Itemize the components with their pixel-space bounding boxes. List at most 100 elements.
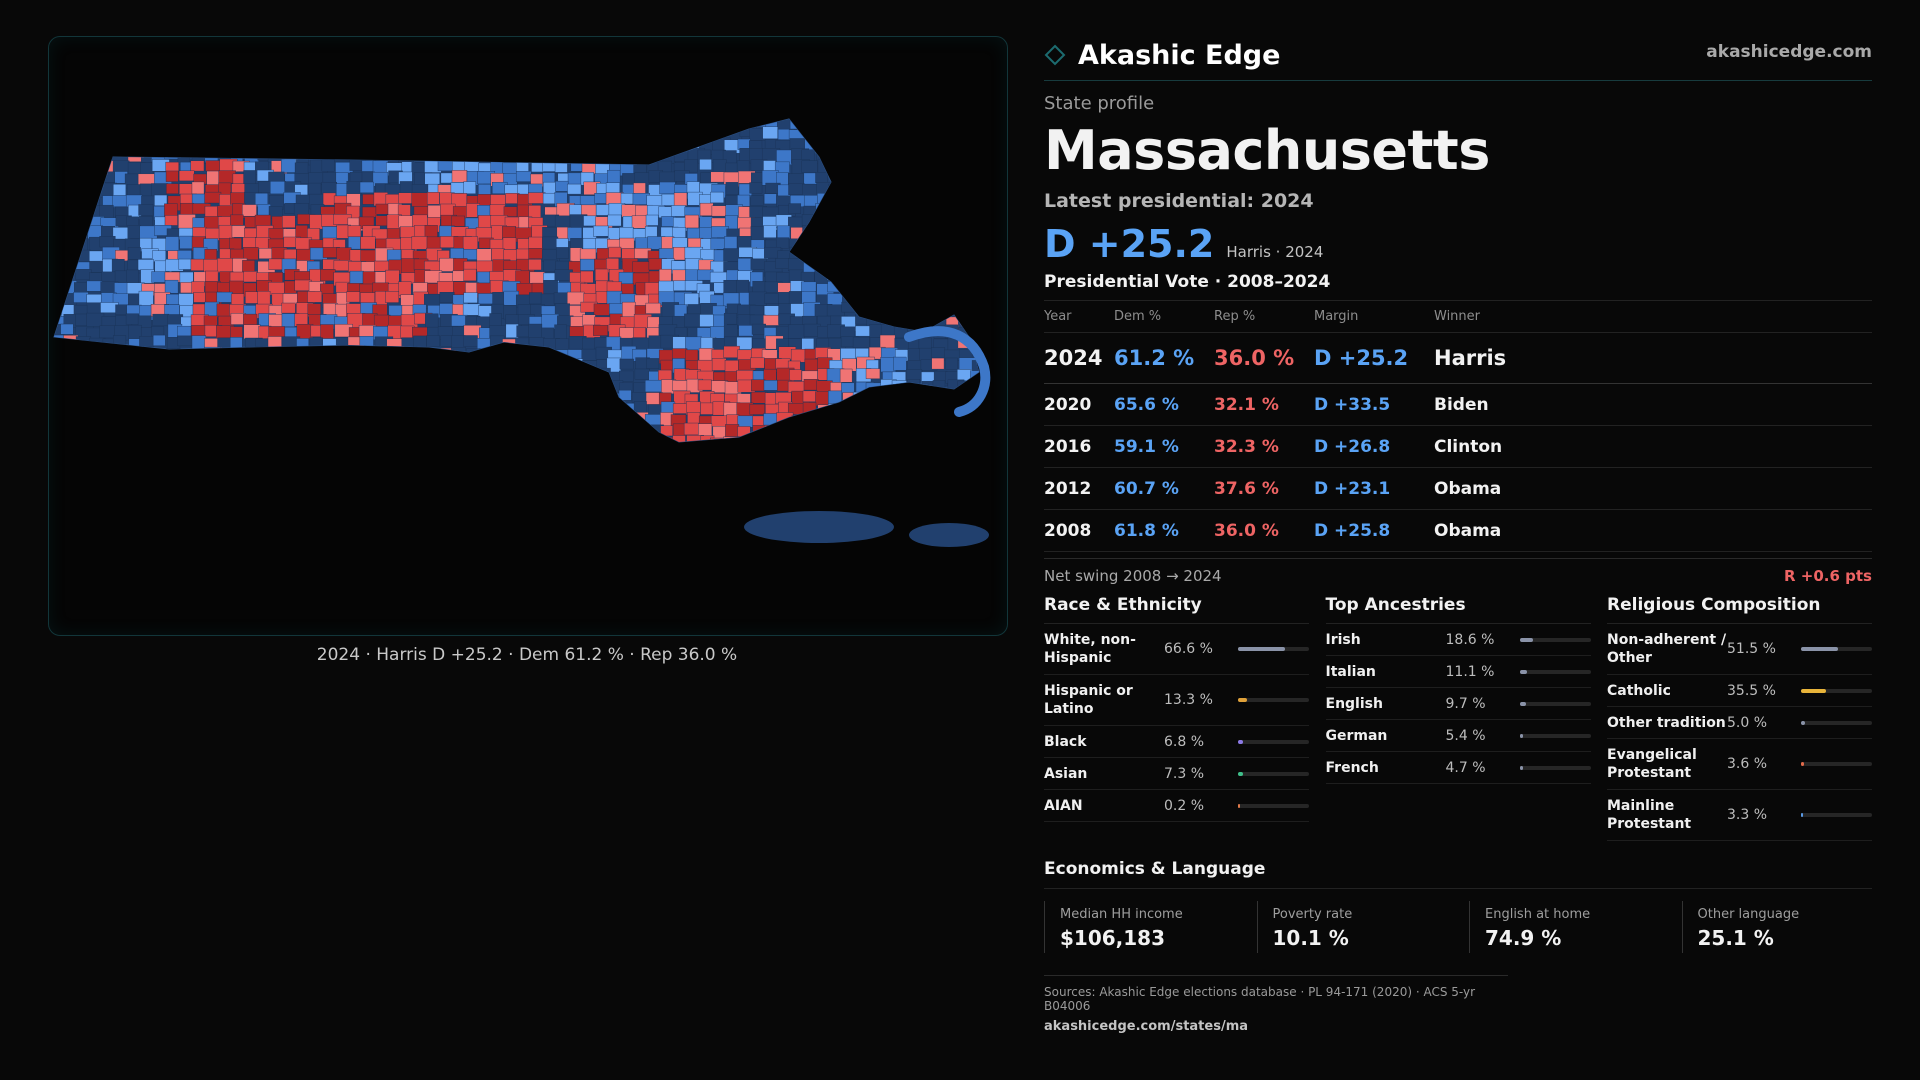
precinct-cell[interactable]: [141, 447, 159, 459]
precinct-cell[interactable]: [438, 402, 452, 417]
precinct-cell[interactable]: [920, 400, 938, 416]
precinct-cell[interactable]: [75, 393, 91, 406]
precinct-cell[interactable]: [595, 402, 613, 415]
precinct-cell[interactable]: [972, 182, 987, 197]
precinct-cell[interactable]: [309, 119, 324, 129]
precinct-cell[interactable]: [126, 356, 145, 370]
precinct-cell[interactable]: [179, 129, 194, 142]
precinct-cell[interactable]: [868, 415, 881, 426]
precinct-cell[interactable]: [686, 181, 700, 194]
precinct-cell[interactable]: [541, 404, 556, 417]
precinct-cell[interactable]: [568, 391, 587, 404]
precinct-cell[interactable]: [347, 346, 363, 358]
precinct-cell[interactable]: [987, 214, 1005, 227]
precinct-cell[interactable]: [710, 437, 725, 450]
precinct-cell[interactable]: [986, 438, 998, 448]
precinct-cell[interactable]: [556, 448, 571, 462]
precinct-cell[interactable]: [282, 117, 298, 128]
precinct-cell[interactable]: [905, 270, 922, 283]
precinct-cell[interactable]: [855, 425, 870, 440]
precinct-cell[interactable]: [206, 138, 224, 152]
precinct-cell[interactable]: [362, 381, 378, 395]
precinct-cell[interactable]: [127, 247, 141, 260]
precinct-cell[interactable]: [451, 170, 468, 183]
precinct-cell[interactable]: [752, 281, 767, 293]
precinct-cell[interactable]: [581, 437, 598, 449]
precinct-cell[interactable]: [920, 261, 935, 274]
precinct-cell[interactable]: [583, 426, 598, 441]
precinct-cell[interactable]: [906, 445, 921, 459]
precinct-cell[interactable]: [86, 360, 103, 376]
precinct-cell[interactable]: [933, 236, 952, 248]
precinct-cell[interactable]: [579, 248, 597, 261]
precinct-cell[interactable]: [385, 127, 404, 143]
precinct-cell[interactable]: [852, 237, 867, 252]
precinct-cell[interactable]: [606, 290, 623, 305]
precinct-cell[interactable]: [907, 171, 924, 183]
precinct-cell[interactable]: [426, 236, 441, 250]
precinct-cell[interactable]: [426, 192, 440, 205]
precinct-cell[interactable]: [996, 116, 1007, 127]
precinct-cell[interactable]: [282, 424, 295, 439]
precinct-cell[interactable]: [658, 129, 675, 140]
precinct-cell[interactable]: [593, 412, 609, 428]
precinct-cell[interactable]: [906, 117, 923, 132]
precinct-cell[interactable]: [413, 380, 427, 395]
precinct-cell[interactable]: [960, 160, 974, 177]
precinct-cell[interactable]: [439, 445, 451, 457]
precinct-cell[interactable]: [944, 150, 959, 165]
precinct-cell[interactable]: [439, 128, 456, 140]
precinct-cell[interactable]: [999, 182, 1007, 194]
precinct-cell[interactable]: [738, 325, 754, 337]
precinct-cell[interactable]: [969, 314, 987, 327]
precinct-cell[interactable]: [894, 259, 910, 274]
precinct-cell[interactable]: [75, 269, 92, 281]
precinct-cell[interactable]: [152, 313, 170, 327]
precinct-cell[interactable]: [971, 238, 987, 250]
precinct-cell[interactable]: [244, 401, 259, 414]
precinct-cell[interactable]: [944, 260, 961, 274]
precinct-cell[interactable]: [243, 324, 261, 340]
precinct-cell[interactable]: [971, 162, 984, 174]
precinct-cell[interactable]: [49, 358, 64, 371]
precinct-cell[interactable]: [451, 347, 466, 361]
precinct-cell[interactable]: [255, 346, 269, 362]
precinct-cell[interactable]: [700, 402, 714, 415]
precinct-cell[interactable]: [114, 128, 129, 143]
precinct-cell[interactable]: [920, 282, 935, 294]
precinct-cell[interactable]: [762, 126, 778, 140]
precinct-cell[interactable]: [778, 425, 795, 438]
precinct-cell[interactable]: [138, 433, 156, 446]
precinct-cell[interactable]: [267, 147, 283, 163]
precinct-cell[interactable]: [99, 371, 118, 383]
precinct-cell[interactable]: [230, 214, 244, 226]
precinct-cell[interactable]: [930, 392, 946, 409]
precinct-cell[interactable]: [140, 401, 154, 416]
precinct-cell[interactable]: [906, 127, 925, 142]
precinct-cell[interactable]: [594, 193, 608, 204]
precinct-cell[interactable]: [905, 206, 920, 220]
brand-url-link[interactable]: akashicedge.com: [1706, 42, 1872, 62]
precinct-cell[interactable]: [436, 359, 453, 371]
precinct-cell[interactable]: [620, 283, 634, 295]
precinct-cell[interactable]: [101, 436, 120, 451]
precinct-cell[interactable]: [152, 357, 170, 373]
precinct-cell[interactable]: [257, 415, 276, 431]
precinct-cell[interactable]: [139, 116, 154, 131]
precinct-cell[interactable]: [569, 401, 582, 414]
precinct-cell[interactable]: [826, 269, 843, 281]
precinct-cell[interactable]: [581, 161, 598, 175]
precinct-cell[interactable]: [529, 292, 543, 305]
precinct-cell[interactable]: [324, 449, 338, 463]
precinct-cell[interactable]: [426, 126, 444, 142]
precinct-cell[interactable]: [567, 172, 583, 185]
precinct-cell[interactable]: [878, 271, 892, 283]
precinct-cell[interactable]: [866, 117, 883, 129]
precinct-cell[interactable]: [724, 236, 738, 251]
precinct-cell[interactable]: [229, 348, 246, 362]
precinct-cell[interactable]: [971, 271, 989, 285]
precinct-cell[interactable]: [60, 140, 77, 157]
precinct-cell[interactable]: [959, 214, 973, 226]
precinct-cell[interactable]: [268, 228, 286, 240]
precinct-cell[interactable]: [738, 206, 752, 220]
